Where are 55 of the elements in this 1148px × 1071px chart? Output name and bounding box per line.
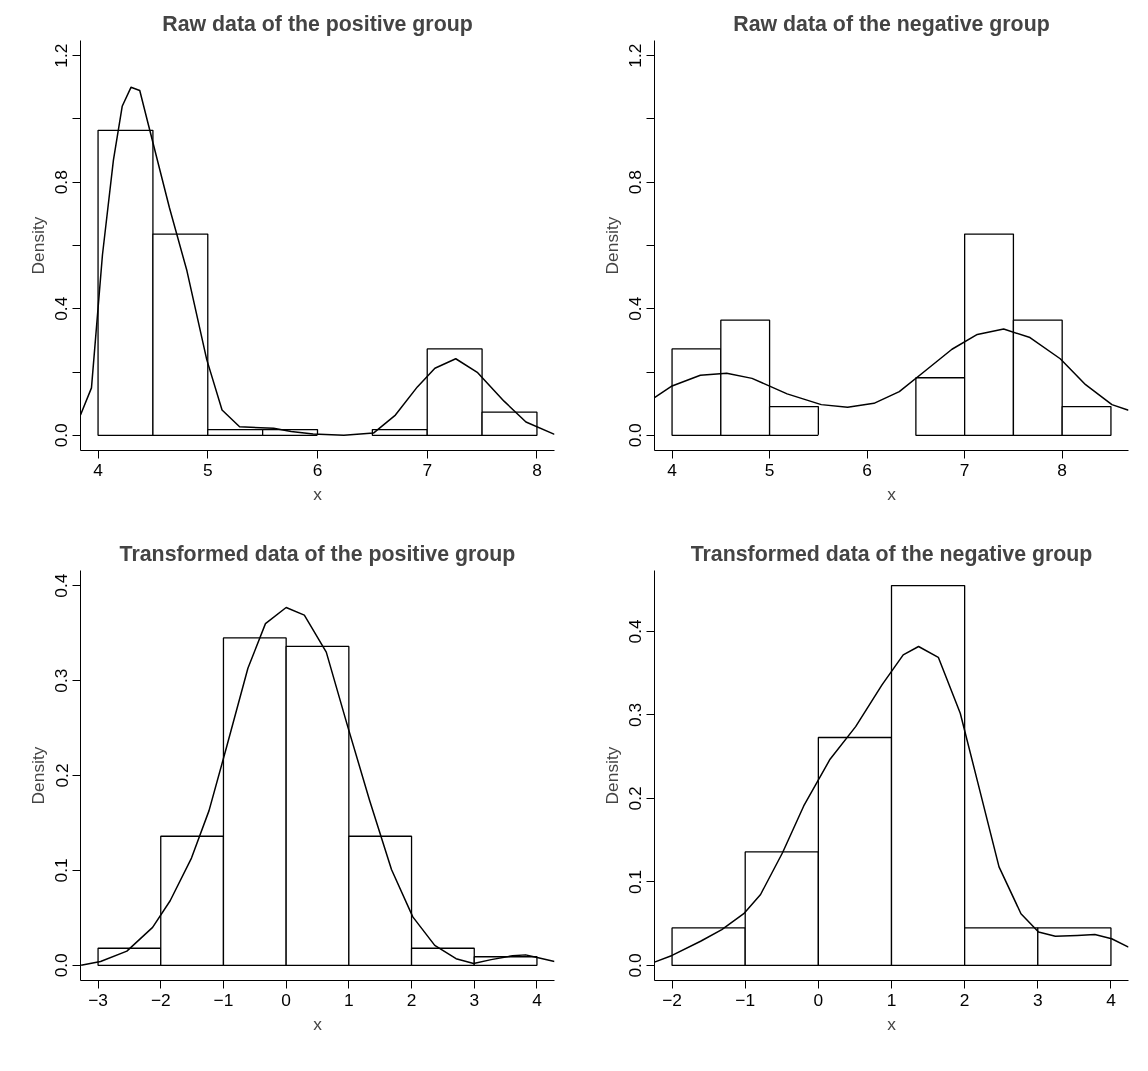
x-tick-label: 8 <box>532 459 542 480</box>
x-tick-label: 6 <box>312 459 323 480</box>
x-tick-label: 4 <box>667 459 678 480</box>
x-tick-label: 1 <box>886 989 897 1010</box>
y-tick-label: 0.4 <box>625 296 646 321</box>
y-tick-label: 0.2 <box>51 763 72 788</box>
x-tick-label: 5 <box>764 459 775 480</box>
x-tick-label: −1 <box>213 989 234 1010</box>
x-tick-label: −2 <box>150 989 171 1010</box>
chart-title: Raw data of the negative group <box>733 11 1050 36</box>
y-tick-label: 0.3 <box>51 668 72 693</box>
x-tick-label: 4 <box>1106 989 1117 1010</box>
x-tick-label: 2 <box>959 989 970 1010</box>
x-axis-title: x <box>313 1013 323 1034</box>
x-tick-label: 3 <box>1032 989 1043 1010</box>
chart-title: Transformed data of the negative group <box>690 541 1093 566</box>
x-tick-label: 0 <box>281 989 291 1010</box>
y-tick-label: 0.8 <box>51 170 72 195</box>
y-tick-label: 1.2 <box>625 43 646 68</box>
x-tick-label: 4 <box>93 459 104 480</box>
x-axis-title: x <box>887 483 897 504</box>
y-tick-label: 0.1 <box>625 869 646 895</box>
x-tick-label: 4 <box>532 989 543 1010</box>
x-tick-label: 3 <box>469 989 480 1010</box>
y-axis-title: Density <box>601 216 622 275</box>
x-tick-label: −3 <box>88 989 108 1010</box>
x-tick-label: 1 <box>344 989 354 1010</box>
y-tick-label: 1.2 <box>51 43 72 68</box>
y-tick-label: 0.1 <box>51 858 72 883</box>
chart-title: Raw data of the positive group <box>162 11 473 36</box>
y-tick-label: 0.0 <box>625 423 646 448</box>
x-tick-label: 2 <box>406 989 417 1010</box>
y-axis-title: Density <box>27 216 48 275</box>
x-tick-label: 6 <box>862 459 872 480</box>
y-axis-title: Density <box>27 746 48 805</box>
x-tick-label: 7 <box>959 459 970 480</box>
y-tick-label: 0.4 <box>51 296 72 321</box>
y-tick-label: 0.4 <box>625 619 646 644</box>
chart-title: Transformed data of the positive group <box>119 541 516 566</box>
y-tick-label: 0.2 <box>625 786 646 811</box>
x-tick-label: −1 <box>735 989 756 1010</box>
y-tick-label: 0.4 <box>51 573 72 598</box>
x-tick-label: 8 <box>1057 459 1067 480</box>
y-tick-label: 0.0 <box>51 423 72 448</box>
y-axis-title: Density <box>601 746 622 805</box>
x-axis-title: x <box>313 483 323 504</box>
y-tick-label: 0.8 <box>625 170 646 195</box>
y-tick-label: 0.0 <box>625 953 646 978</box>
x-tick-label: 7 <box>422 459 433 480</box>
x-axis-title: x <box>887 1013 897 1034</box>
x-tick-label: −2 <box>662 989 682 1010</box>
y-tick-label: 0.3 <box>625 702 646 727</box>
x-tick-label: 0 <box>813 989 824 1010</box>
x-tick-label: 5 <box>202 459 213 480</box>
y-tick-label: 0.0 <box>51 953 72 978</box>
